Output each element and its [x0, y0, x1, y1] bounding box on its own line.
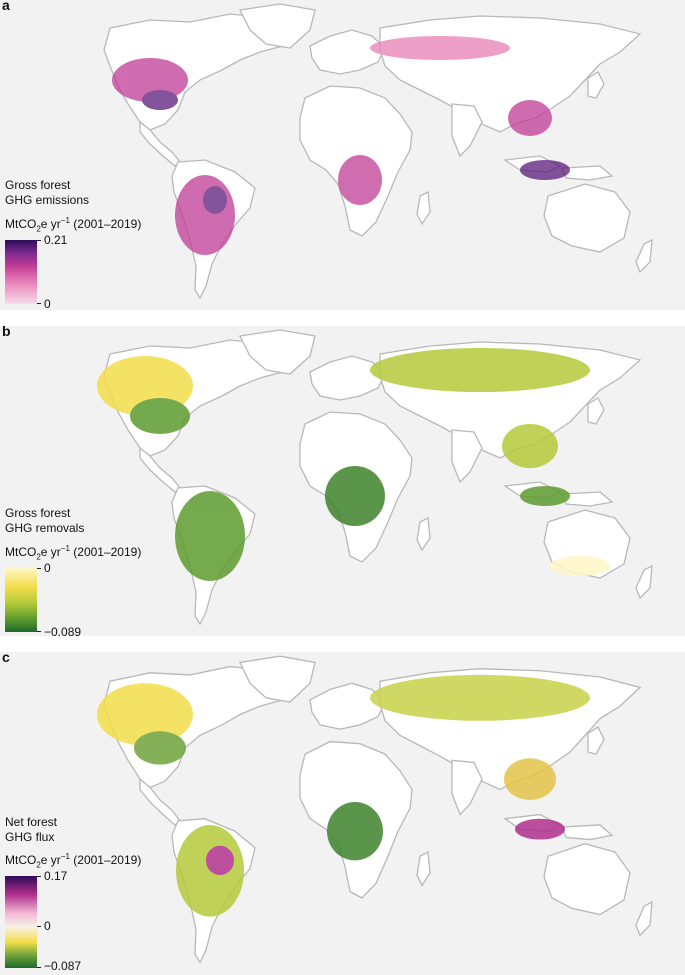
tick-mark [37, 631, 41, 632]
unit-period: (2001–2019) [69, 217, 142, 231]
tick-mark [37, 876, 41, 877]
panel-letter: c [2, 649, 10, 665]
scale-max-label: 0.17 [44, 869, 68, 883]
legend-title-line1: Net forest [5, 815, 58, 829]
legend-unit: MtCO2e yr−1 (2001–2019) [5, 852, 141, 869]
unit-mid: e yr [40, 545, 61, 559]
tick-mark [37, 568, 41, 569]
scale-min-label: −0.087 [44, 959, 82, 973]
unit-superscript: −1 [60, 852, 70, 861]
unit-prefix: MtCO [5, 217, 37, 231]
tick-mark [37, 967, 41, 968]
tick-mark [37, 303, 41, 304]
unit-prefix: MtCO [5, 545, 37, 559]
scale-max-label: 0 [44, 561, 51, 575]
unit-subscript: 2 [36, 860, 41, 870]
colorbar [5, 876, 37, 968]
legend-unit: MtCO2e yr−1 (2001–2019) [5, 216, 141, 233]
unit-mid: e yr [40, 853, 61, 867]
panel-letter: b [2, 323, 11, 339]
unit-prefix: MtCO [5, 853, 37, 867]
colorbar [5, 568, 37, 632]
panel-b: b Gross forest GHG removals MtCO2e yr−1 … [0, 323, 685, 639]
unit-superscript: −1 [60, 216, 70, 225]
net-flux-areas [97, 674, 590, 917]
removal-areas [97, 348, 610, 581]
scale-min-label: −0.089 [44, 625, 82, 639]
world-map-removals [97, 329, 653, 625]
legend-title: Gross forest GHG emissions [5, 178, 89, 208]
legend-title-line2: GHG emissions [5, 193, 90, 207]
legend-title: Gross forest GHG removals [5, 506, 84, 536]
emission-hotspots [112, 36, 570, 255]
unit-subscript: 2 [36, 552, 41, 562]
panel-a: a Gross forest GHG emissions MtCO2e yr−1… [0, 0, 685, 311]
unit-mid: e yr [40, 217, 61, 231]
world-map-net-flux [97, 655, 653, 964]
scale-min-label: 0 [44, 297, 51, 311]
tick-mark [37, 240, 41, 241]
unit-subscript: 2 [36, 224, 41, 234]
world-map-emissions [103, 3, 653, 299]
panel-letter: a [2, 0, 10, 13]
colorbar [5, 240, 37, 304]
scale-max-label: 0.21 [44, 233, 68, 247]
legend-title-line1: Gross forest [5, 506, 71, 520]
unit-period: (2001–2019) [69, 853, 142, 867]
legend-unit: MtCO2e yr−1 (2001–2019) [5, 544, 141, 561]
unit-period: (2001–2019) [69, 545, 142, 559]
legend-title-line2: GHG flux [5, 830, 55, 844]
legend-title-line2: GHG removals [5, 521, 85, 535]
unit-superscript: −1 [60, 544, 70, 553]
scale-mid-label: 0 [44, 919, 51, 933]
panel-c: c Net forest GHG flux MtCO2e yr−1 (2001–… [0, 649, 685, 975]
legend-title: Net forest GHG flux [5, 815, 57, 845]
tick-mark [37, 926, 41, 927]
legend-title-line1: Gross forest [5, 178, 71, 192]
